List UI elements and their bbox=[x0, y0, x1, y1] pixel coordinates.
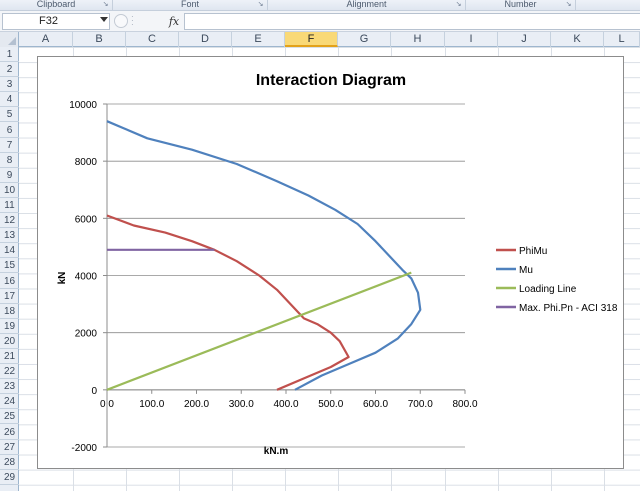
row-header-17[interactable]: 17 bbox=[0, 289, 19, 304]
dialog-launcher-icon[interactable]: ↘ bbox=[455, 1, 462, 8]
row-header-8[interactable]: 8 bbox=[0, 153, 19, 168]
row-header-21[interactable]: 21 bbox=[0, 349, 19, 364]
axes bbox=[103, 103, 466, 448]
x-tick-label: 800.0 bbox=[452, 399, 477, 410]
y-tick-label: -2000 bbox=[71, 443, 97, 454]
column-header-k[interactable]: K bbox=[551, 32, 604, 47]
x-tick-label: 600.0 bbox=[363, 399, 388, 410]
column-header-c[interactable]: C bbox=[126, 32, 179, 47]
y-tick-label: 6000 bbox=[75, 214, 98, 225]
legend-label: Mu bbox=[519, 265, 533, 276]
row-header-4[interactable]: 4 bbox=[0, 92, 19, 108]
ribbon-group-number: Number ↘ bbox=[466, 0, 576, 11]
name-box[interactable]: F32 bbox=[2, 13, 110, 30]
insert-function-button[interactable]: fx bbox=[168, 15, 180, 28]
ribbon-group-clipboard: Clipboard ↘ bbox=[0, 0, 113, 11]
legend-label: PhiMu bbox=[519, 246, 547, 257]
select-all-button[interactable] bbox=[0, 32, 19, 47]
chart-svg: Interaction Diagram 10000 8000 6000 4000 200… bbox=[57, 72, 618, 457]
circle-button-icon bbox=[114, 14, 128, 28]
row-header-20[interactable]: 20 bbox=[0, 334, 19, 349]
y-tick-label: 0 bbox=[91, 386, 97, 397]
row-header-6[interactable]: 6 bbox=[0, 123, 19, 138]
row-header-27[interactable]: 27 bbox=[0, 440, 19, 455]
row-header-14[interactable]: 14 bbox=[0, 243, 19, 259]
column-header-h[interactable]: H bbox=[391, 32, 445, 47]
row-header-7[interactable]: 7 bbox=[0, 138, 19, 153]
x-tick-label: 500.0 bbox=[318, 399, 343, 410]
chevron-down-icon[interactable] bbox=[100, 17, 108, 22]
ribbon-group-labels: Clipboard ↘ Font ↘ Alignment ↘ Number ↘ bbox=[0, 0, 640, 11]
row-header-24[interactable]: 24 bbox=[0, 394, 19, 410]
row-header-12[interactable]: 12 bbox=[0, 213, 19, 229]
row-header-29[interactable]: 29 bbox=[0, 470, 19, 485]
series-line-loading-line bbox=[106, 271, 412, 391]
series-line-mu bbox=[106, 120, 422, 391]
dialog-launcher-icon[interactable]: ↘ bbox=[565, 1, 572, 8]
row-header-23[interactable]: 23 bbox=[0, 379, 19, 395]
column-header-f[interactable]: F bbox=[285, 32, 338, 47]
gridlines bbox=[107, 103, 465, 448]
x-tick-label: 400.0 bbox=[273, 399, 298, 410]
resize-handle-icon[interactable]: · · · bbox=[131, 12, 134, 29]
y-tick-label: 2000 bbox=[75, 329, 98, 340]
column-headers: A B C D E F G H I J K L bbox=[0, 32, 640, 47]
row-headers: 1 2 3 4 5 6 7 8 9 10 11 12 13 14 15 16 17 18 19 20 21 22 23 24 2… bbox=[0, 47, 19, 491]
row-header-9[interactable]: 9 bbox=[0, 168, 19, 183]
column-header-d[interactable]: D bbox=[179, 32, 232, 47]
x-tick-label: 100.0 bbox=[139, 399, 164, 410]
row-header-3[interactable]: 3 bbox=[0, 77, 19, 93]
row-header-25[interactable]: 25 bbox=[0, 409, 19, 425]
row-header-16[interactable]: 16 bbox=[0, 274, 19, 289]
column-header-a[interactable]: A bbox=[19, 32, 73, 47]
column-header-j[interactable]: J bbox=[498, 32, 551, 47]
column-header-e[interactable]: E bbox=[232, 32, 285, 47]
ribbon-group-label: Font bbox=[180, 0, 199, 9]
row-header-18[interactable]: 18 bbox=[0, 304, 19, 319]
y-tick-label: 4000 bbox=[75, 272, 98, 283]
ribbon-group-font: Font ↘ bbox=[113, 0, 268, 11]
dialog-launcher-icon[interactable]: ↘ bbox=[257, 1, 264, 8]
formula-input[interactable] bbox=[184, 13, 640, 30]
x-tick-label: 200.0 bbox=[184, 399, 209, 410]
ribbon-group-label: Number bbox=[504, 0, 537, 9]
row-header-15[interactable]: 15 bbox=[0, 258, 19, 274]
x-tick-label: 300.0 bbox=[229, 399, 254, 410]
y-tick-label: 10000 bbox=[69, 100, 97, 111]
legend: PhiMu Mu Loading Line Max. Phi.Pn - ACI 318 bbox=[496, 246, 618, 314]
row-header-13[interactable]: 13 bbox=[0, 228, 19, 244]
row-header-19[interactable]: 19 bbox=[0, 319, 19, 334]
column-header-g[interactable]: G bbox=[338, 32, 391, 47]
legend-label: Max. Phi.Pn - ACI 318 bbox=[519, 303, 618, 314]
dialog-launcher-icon[interactable]: ↘ bbox=[102, 1, 109, 8]
row-header-28[interactable]: 28 bbox=[0, 455, 19, 470]
row-header-11[interactable]: 11 bbox=[0, 198, 19, 213]
legend-label: Loading Line bbox=[519, 284, 577, 295]
y-tick-label: 8000 bbox=[75, 157, 98, 168]
row-header-5[interactable]: 5 bbox=[0, 107, 19, 123]
row-header-22[interactable]: 22 bbox=[0, 364, 19, 380]
ribbon-group-alignment: Alignment ↘ bbox=[268, 0, 466, 11]
row-header-10[interactable]: 10 bbox=[0, 183, 19, 198]
x-tick-labels: 0.0 100.0 200.0 300.0 400.0 500.0 600.0 700.0 80… bbox=[100, 399, 478, 410]
column-header-i[interactable]: I bbox=[445, 32, 498, 47]
ribbon-group-label: Alignment bbox=[346, 0, 387, 9]
row-header-2[interactable]: 2 bbox=[0, 62, 19, 78]
ribbon-group-label: Clipboard bbox=[36, 0, 76, 9]
series-line-phimu bbox=[106, 214, 350, 391]
chart-title: Interaction Diagram bbox=[256, 72, 406, 89]
y-tick-labels: 10000 8000 6000 4000 2000 0 -2000 bbox=[69, 100, 97, 454]
x-tick-label: 700.0 bbox=[408, 399, 433, 410]
y-axis-label: kN bbox=[57, 272, 68, 285]
series-lines bbox=[106, 120, 422, 391]
formula-bar: F32 · · · fx bbox=[0, 11, 640, 32]
x-axis-label: kN.m bbox=[264, 446, 289, 457]
interaction-chart[interactable]: Interaction Diagram 10000 8000 6000 4000 200… bbox=[37, 56, 624, 469]
column-header-l[interactable]: L bbox=[604, 32, 640, 47]
row-header-1[interactable]: 1 bbox=[0, 47, 19, 62]
row-header-26[interactable]: 26 bbox=[0, 425, 19, 440]
column-header-b[interactable]: B bbox=[73, 32, 126, 47]
